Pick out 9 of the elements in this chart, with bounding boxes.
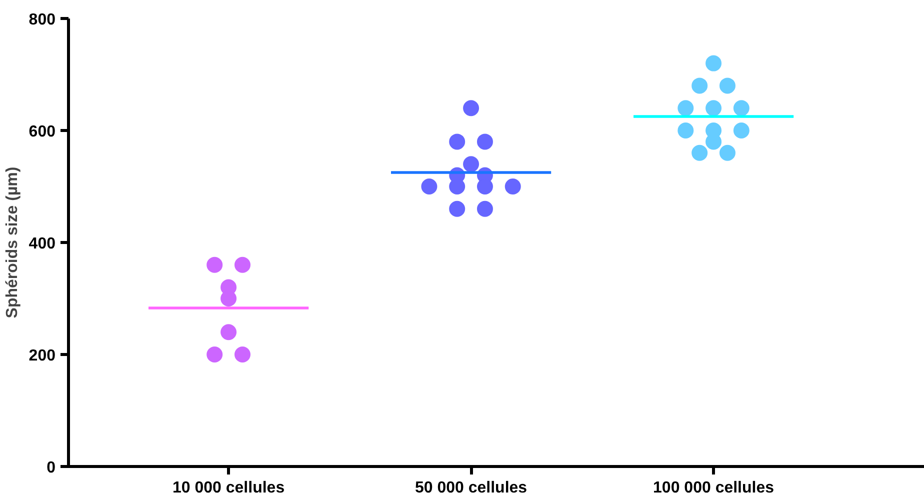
y-tick-label: 600	[28, 124, 56, 140]
y-tick-label: 0	[46, 460, 56, 476]
x-tick-label: 10 000 cellules	[172, 480, 285, 496]
y-tick-label: 200	[28, 348, 56, 364]
y-tick-label: 800	[28, 12, 56, 28]
x-tick-label: 100 000 cellules	[653, 480, 774, 496]
x-tick-label: 50 000 cellules	[414, 480, 528, 496]
y-axis-title: Sphéroids size (µm)	[4, 166, 21, 318]
y-tick-label: 400	[28, 236, 56, 252]
